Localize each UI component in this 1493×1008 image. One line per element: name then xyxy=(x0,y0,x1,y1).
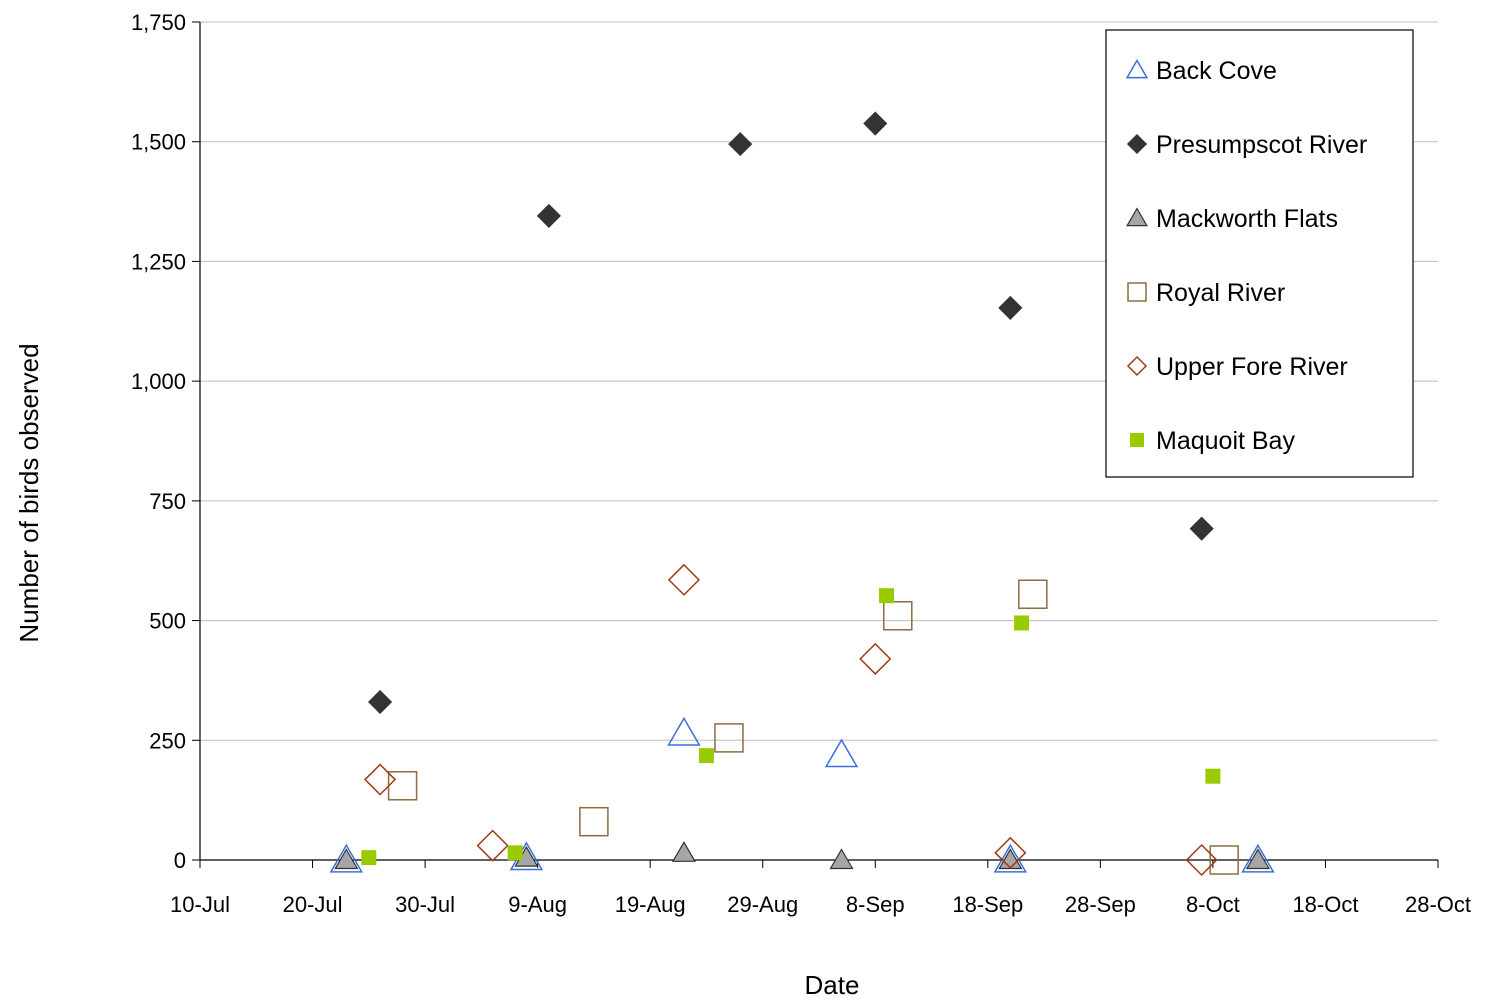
y-tick-label: 1,500 xyxy=(131,130,186,155)
x-tick-label: 8-Sep xyxy=(846,892,905,917)
legend-marker-back-cove xyxy=(1125,59,1149,79)
point-maquoit-bay xyxy=(1014,615,1030,631)
point-upper-fore-river xyxy=(994,836,1027,869)
point-mackworth-flats xyxy=(334,848,359,870)
data-points xyxy=(329,111,1275,877)
legend-label-upper-fore-river: Upper Fore River xyxy=(1156,353,1348,381)
point-royal-river xyxy=(1209,845,1239,875)
point-presumpscot-river xyxy=(728,132,753,157)
legend: Back Cove Presumpscot River Mackworth Flat… xyxy=(1105,29,1414,478)
point-upper-fore-river xyxy=(476,829,509,862)
y-tick-label: 750 xyxy=(149,489,186,514)
y-tick-label: 1,750 xyxy=(131,10,186,35)
legend-marker-upper-fore-river xyxy=(1126,355,1148,377)
y-tick-label: 500 xyxy=(149,609,186,634)
point-presumpscot-river xyxy=(863,111,888,136)
point-mackworth-flats xyxy=(1245,848,1270,870)
y-axis-title: Number of birds observed xyxy=(14,343,44,642)
point-back-cove xyxy=(329,843,364,873)
point-presumpscot-river xyxy=(998,295,1023,320)
point-presumpscot-river xyxy=(368,689,393,715)
point-back-cove xyxy=(1241,843,1275,873)
legend-marker-mackworth-flats xyxy=(1126,207,1148,227)
point-upper-fore-river xyxy=(364,763,397,796)
point-back-cove xyxy=(667,716,701,746)
point-royal-river xyxy=(387,771,418,801)
legend-marker-maquoit-bay xyxy=(1130,433,1144,447)
x-tick-label: 10-Jul xyxy=(170,892,230,917)
point-maquoit-bay xyxy=(879,588,895,604)
y-tick-label: 0 xyxy=(174,848,186,873)
legend-label-royal-river: Royal River xyxy=(1156,279,1285,307)
x-tick-label: 19-Aug xyxy=(615,892,686,917)
point-maquoit-bay xyxy=(1205,768,1221,784)
x-tick-label: 18-Oct xyxy=(1292,892,1358,917)
point-back-cove xyxy=(993,843,1028,873)
y-tick-label: 1,000 xyxy=(131,369,186,394)
point-presumpscot-river xyxy=(1189,516,1214,541)
y-tick-labels: 0 250 500 750 1,000 1,250 1,500 1,750 xyxy=(131,10,186,873)
gridlines xyxy=(200,21,1438,741)
point-presumpscot-river xyxy=(536,203,561,228)
point-back-cove xyxy=(824,738,859,768)
point-royal-river xyxy=(714,723,744,753)
x-tick-label: 30-Jul xyxy=(395,892,455,917)
x-tick-label: 29-Aug xyxy=(727,892,798,917)
y-tick-label: 250 xyxy=(149,728,186,753)
legend-label-mackworth-flats: Mackworth Flats xyxy=(1156,205,1338,233)
x-tick-labels: 10-Jul 20-Jul 30-Jul 9-Aug 19-Aug 29-Aug 8-Sep… xyxy=(170,892,1471,917)
x-tick-label: 20-Jul xyxy=(283,892,343,917)
x-tick-label: 18-Sep xyxy=(952,892,1023,917)
point-royal-river xyxy=(883,601,913,631)
point-maquoit-bay xyxy=(361,850,377,866)
x-tick-label: 9-Aug xyxy=(508,892,567,917)
x-axis-title: Date xyxy=(805,970,860,1000)
legend-box xyxy=(1105,29,1414,478)
legend-label-maquoit-bay: Maquoit Bay xyxy=(1156,427,1295,455)
legend-marker-royal-river xyxy=(1127,282,1147,302)
x-tick-label: 28-Sep xyxy=(1065,892,1136,917)
point-mackworth-flats xyxy=(671,841,696,862)
point-maquoit-bay xyxy=(507,845,523,861)
legend-label-presumpscot-river: Presumpscot River xyxy=(1156,131,1367,159)
point-upper-fore-river xyxy=(667,563,701,596)
point-royal-river xyxy=(1018,579,1048,609)
point-upper-fore-river xyxy=(859,642,892,675)
x-tick-label: 8-Oct xyxy=(1186,892,1240,917)
point-upper-fore-river xyxy=(1185,843,1218,877)
axes xyxy=(192,21,1439,868)
y-tick-label: 1,250 xyxy=(131,249,186,274)
point-royal-river xyxy=(579,806,609,837)
point-mackworth-flats xyxy=(829,848,854,870)
x-tick-label: 28-Oct xyxy=(1405,892,1471,917)
point-maquoit-bay xyxy=(698,748,714,764)
legend-marker-presumpscot-river xyxy=(1126,133,1148,155)
legend-label-back-cove: Back Cove xyxy=(1156,57,1277,85)
